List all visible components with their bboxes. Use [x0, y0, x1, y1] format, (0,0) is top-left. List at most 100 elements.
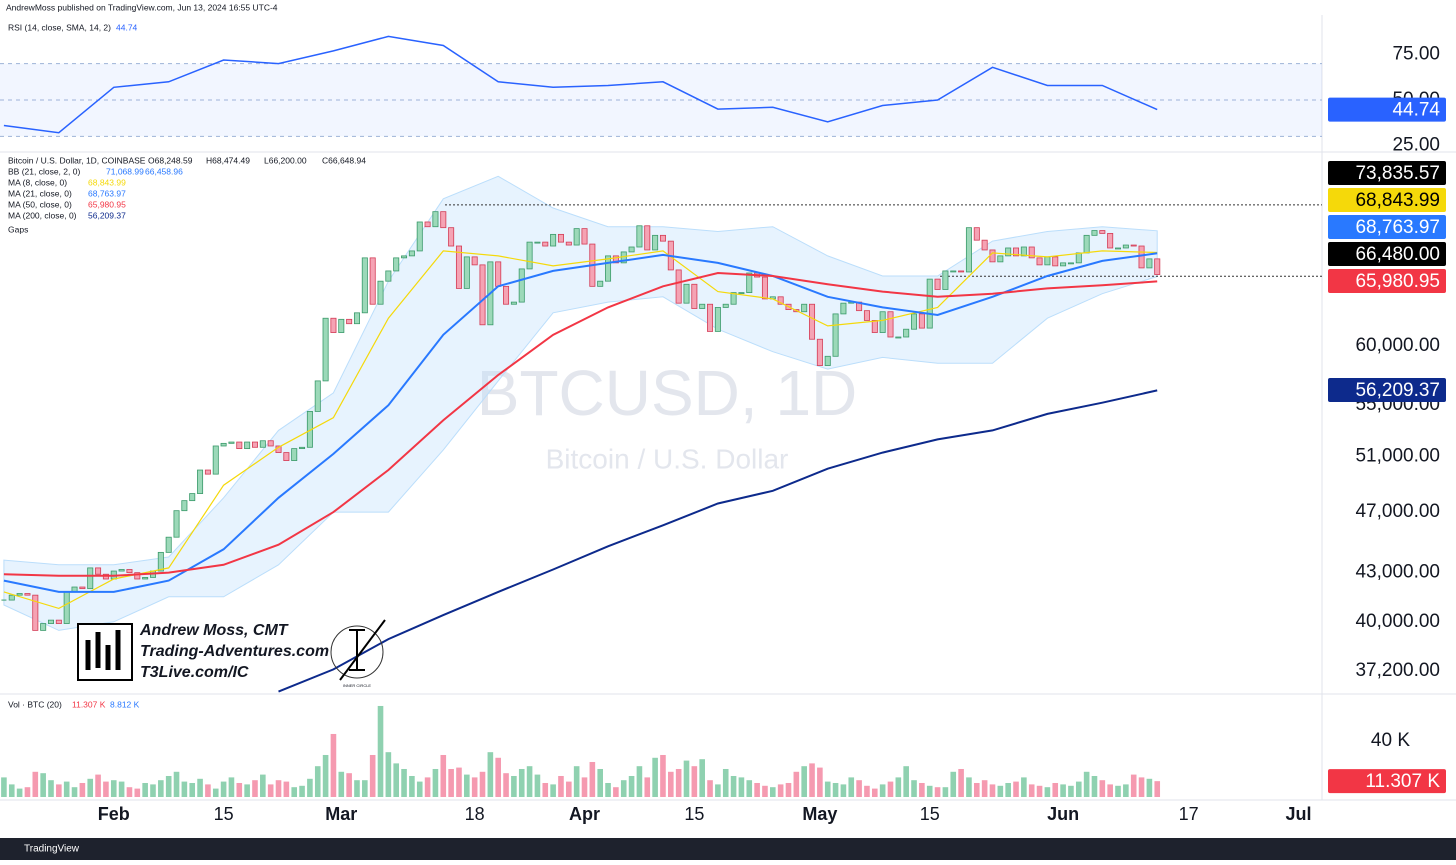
volume-bar: [471, 777, 478, 797]
candle: [1013, 247, 1020, 257]
candle: [8, 594, 15, 601]
volume-bar: [409, 775, 415, 797]
volume-bar: [267, 784, 274, 797]
candle: [871, 320, 878, 333]
candle: [699, 303, 706, 309]
volume-bar: [212, 788, 219, 797]
candle: [463, 256, 470, 289]
candle: [173, 510, 180, 538]
volume-bar: [660, 754, 666, 797]
volume-bar: [817, 767, 823, 797]
moving-average: [3, 271, 1158, 577]
candle: [267, 440, 274, 447]
header: AndrewMoss published on TradingView.com,…: [6, 2, 278, 12]
x-tick-label: Feb: [98, 804, 130, 824]
volume-bar: [275, 780, 282, 797]
candle: [1115, 247, 1122, 250]
volume-bar: [299, 785, 305, 797]
price-tag: [1328, 378, 1446, 402]
price-tag: [1328, 215, 1446, 239]
y-tick-label: 60,000.00: [1355, 335, 1440, 356]
volume-bar: [1123, 784, 1129, 797]
volume-bar: [142, 782, 148, 797]
ma-legend-value: 68,763.97: [88, 188, 126, 198]
candle: [126, 569, 133, 574]
candle: [824, 355, 831, 366]
candle: [926, 278, 933, 329]
candle: [895, 336, 902, 339]
volume-bar: [291, 787, 298, 797]
candle: [879, 311, 886, 333]
rsi-legend: RSI (14, close, SMA, 14, 2): [8, 22, 111, 32]
price-tag: [1328, 769, 1446, 794]
candle: [401, 255, 408, 259]
volume-bar: [550, 784, 556, 797]
y-tick-label: 40,000.00: [1355, 611, 1440, 632]
candle: [322, 317, 329, 382]
candle: [1052, 256, 1059, 267]
candle: [228, 441, 235, 444]
candle: [761, 276, 768, 300]
x-tick-label: Mar: [325, 804, 357, 824]
volume-bar: [173, 771, 180, 797]
volume-bar: [79, 782, 86, 797]
rsi-legend-value: 44.74: [116, 22, 138, 32]
volume-bar: [785, 782, 792, 797]
candle: [942, 270, 949, 290]
volume-bar: [1021, 777, 1027, 797]
y-tick-label: 51,000.00: [1355, 446, 1440, 467]
ohlc-value: C66,648.94: [322, 155, 366, 165]
volume-bar: [252, 780, 258, 797]
volume-bar: [63, 781, 70, 797]
volume-bar: [722, 768, 729, 797]
volume-bar: [1036, 785, 1043, 797]
candle: [816, 338, 823, 366]
moving-average: [3, 252, 1158, 593]
candle: [542, 241, 549, 247]
candle: [573, 228, 580, 246]
candle: [801, 303, 808, 313]
ma-legend-value: 65,980.95: [88, 199, 126, 209]
brand-link: T3Live.com/IC: [140, 664, 249, 681]
candle: [1036, 257, 1043, 266]
candle: [863, 310, 870, 321]
volume-bar: [683, 760, 690, 797]
volume-bar: [1115, 785, 1121, 797]
volume-bar: [110, 780, 117, 797]
ma-legend-value: 56,209.37: [88, 210, 126, 220]
volume-bar: [16, 788, 23, 797]
volume-bar: [950, 771, 957, 797]
x-tick-label: 17: [1179, 804, 1199, 824]
ma-legend: MA (21, close, 0): [8, 188, 72, 198]
price-legend: Bitcoin / U.S. Dollar, 1D, COINBASE: [8, 155, 146, 165]
candle: [471, 256, 478, 266]
candle: [79, 586, 86, 590]
volume-bar: [919, 782, 925, 797]
volume-bar: [675, 768, 682, 797]
volume-bar: [369, 754, 376, 797]
candle: [832, 313, 839, 357]
candle: [612, 255, 619, 264]
volume-bar: [573, 766, 580, 797]
volume-bar: [809, 763, 815, 797]
volume-bar: [385, 752, 392, 797]
gaps-legend: Gaps: [8, 224, 28, 234]
volume-bar: [762, 785, 768, 797]
volume-bar: [973, 782, 980, 797]
logo-mark: [339, 619, 386, 681]
volume-bar: [903, 766, 909, 797]
candle: [32, 594, 39, 631]
volume-bar: [715, 784, 721, 797]
logo-text: INNER CIRCLE: [343, 683, 372, 688]
candle: [220, 442, 227, 447]
volume-bar: [526, 766, 533, 797]
candle: [212, 445, 219, 475]
price-tag: [1328, 269, 1446, 293]
volume-bar: [871, 788, 878, 797]
candle: [236, 441, 243, 450]
candle: [204, 469, 211, 475]
volume-bar: [511, 775, 517, 797]
volume-legend-value: 11.307 K: [72, 699, 106, 709]
volume-bar: [432, 768, 439, 797]
candle: [1005, 247, 1012, 257]
